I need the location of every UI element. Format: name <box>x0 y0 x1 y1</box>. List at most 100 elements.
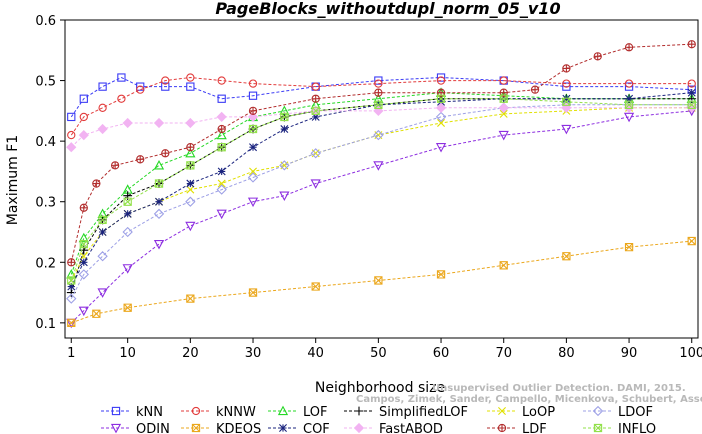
legend-label: KDEOS <box>216 422 261 434</box>
data-point-inflo <box>79 239 88 249</box>
data-point-cof <box>562 94 571 103</box>
data-point-cof <box>249 143 258 152</box>
x-tick-label: 70 <box>495 346 512 361</box>
legend-marker <box>593 423 603 433</box>
data-point-odin <box>561 124 572 135</box>
data-point-knnw <box>161 76 170 85</box>
data-point-knn <box>98 82 107 91</box>
data-point-cof <box>123 209 132 218</box>
series-loop <box>67 103 696 285</box>
data-point-ldf <box>624 43 634 52</box>
data-point-kdeos <box>311 282 320 291</box>
data-point-knnw <box>248 79 258 88</box>
data-point-cof <box>625 94 634 103</box>
data-point-inflo <box>248 124 258 134</box>
x-tick-label: 1 <box>67 346 75 361</box>
data-point-cof <box>217 167 226 176</box>
legend-item-odin: ODIN <box>101 422 170 434</box>
data-point-knn <box>186 82 195 91</box>
data-point-inflo <box>217 143 226 152</box>
data-point-ldof <box>247 172 259 183</box>
data-point-ldof <box>216 184 227 195</box>
legend-label: kNN <box>136 405 163 420</box>
legend-item-loop: LoOP <box>487 405 555 420</box>
legend-marker <box>191 423 201 433</box>
legend-marker <box>354 406 364 416</box>
data-point-lof <box>153 160 165 170</box>
series-cof <box>67 88 696 291</box>
data-point-knnw <box>499 76 508 85</box>
data-point-knn <box>136 82 145 91</box>
y-tick-label: 0.3 <box>35 196 56 211</box>
data-point-inflo <box>123 197 132 206</box>
watermark-authors: Campos, Zimek, Sander, Campello, Micenko… <box>356 394 702 405</box>
data-point-knnw <box>79 112 88 122</box>
series-line-knnw <box>70 76 692 136</box>
series-line-ldof <box>70 104 692 299</box>
data-point-odin <box>185 221 196 232</box>
data-point-knnw <box>98 103 107 112</box>
x-tick-label: 40 <box>307 346 324 361</box>
data-point-odin <box>373 161 384 171</box>
data-point-knnw <box>624 79 634 88</box>
series-line-inflo <box>70 98 692 281</box>
data-point-loop <box>217 179 226 188</box>
data-point-fastabod <box>686 102 697 113</box>
data-point-fastabod <box>216 111 227 123</box>
data-point-ldof <box>78 269 89 280</box>
legend-item-inflo: INFLO <box>583 422 656 434</box>
data-point-inflo <box>154 179 164 188</box>
legend-marker <box>497 423 507 433</box>
data-point-odin <box>153 239 165 250</box>
legend-marker <box>498 407 506 415</box>
data-point-odin <box>623 112 635 123</box>
data-point-knnw <box>311 82 320 91</box>
series-fastabod <box>66 102 697 153</box>
data-point-fastabod <box>153 117 165 129</box>
data-point-cof <box>186 179 195 188</box>
data-point-ldf <box>374 88 383 97</box>
data-point-kdeos <box>562 252 571 261</box>
data-point-fastabod <box>435 102 447 113</box>
data-point-lof <box>78 232 89 243</box>
data-point-inflo <box>499 94 508 103</box>
data-point-ldf <box>593 52 602 61</box>
data-point-knn <box>79 94 88 103</box>
data-point-ldof <box>373 129 384 141</box>
data-point-fastabod <box>373 105 384 116</box>
data-point-cof <box>79 258 88 267</box>
data-point-ldf <box>79 203 88 212</box>
series-line-kdeos <box>71 240 692 324</box>
x-tick-label: 60 <box>433 346 450 361</box>
data-point-odin <box>78 306 89 317</box>
data-point-ldof <box>153 208 165 220</box>
data-point-inflo <box>436 94 446 103</box>
data-point-knnw <box>67 130 76 140</box>
data-point-loop <box>437 118 446 127</box>
legend-item-fastabod: FastABOD <box>344 422 443 434</box>
y-tick-label: 0.1 <box>35 317 56 332</box>
data-point-ldf <box>92 179 101 188</box>
data-point-odin <box>435 143 447 153</box>
chart-title: PageBlocks_withoutdupl_norm_05_v10 <box>215 0 560 18</box>
legend-item-knnw: kNNW <box>181 405 256 420</box>
data-point-inflo <box>374 100 383 109</box>
series-line-ldf <box>70 43 692 263</box>
data-point-ldf <box>67 258 76 267</box>
data-point-odin <box>498 130 509 141</box>
legend: kNN kNNW LOF SimplifiedLOF LoOP LDOF ODIN KDEOS… <box>101 405 656 434</box>
data-point-cof <box>98 228 107 236</box>
data-point-ldof <box>279 160 290 171</box>
legend-item-ldof: LDOF <box>583 405 653 420</box>
legend-label: COF <box>303 422 330 434</box>
data-point-loop <box>499 109 508 118</box>
series-line-simplifiedlof <box>70 98 692 293</box>
y-tick-label: 0.2 <box>35 256 56 271</box>
data-point-odin <box>122 264 133 274</box>
plot-frame <box>64 19 699 339</box>
legend-marker <box>111 406 121 416</box>
series-odin <box>66 106 697 329</box>
data-point-kdeos <box>436 270 446 279</box>
data-point-kdeos <box>67 318 76 328</box>
